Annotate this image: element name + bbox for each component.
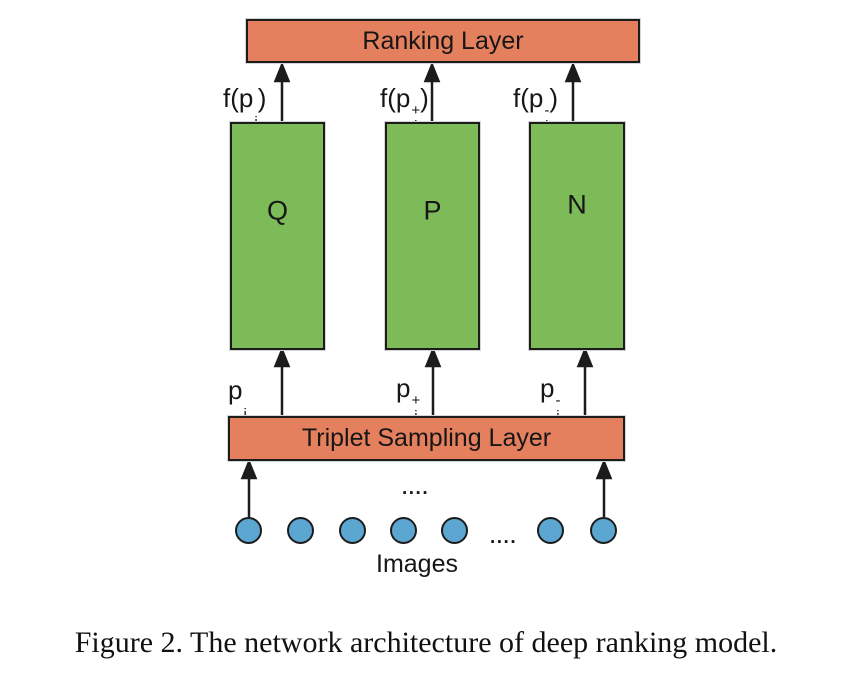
network-box-q: Q bbox=[230, 122, 325, 350]
label-f-pi-plus: f(p+i) bbox=[380, 83, 429, 134]
arrow-image-left-to-sampling bbox=[240, 458, 258, 517]
ellipsis-bottom: .... bbox=[490, 527, 518, 548]
network-box-n: N bbox=[529, 122, 625, 350]
figure-caption: Figure 2. The network architecture of de… bbox=[74, 626, 778, 659]
label-f-pi-minus: f(p-i) bbox=[513, 83, 559, 134]
image-node bbox=[287, 517, 314, 544]
image-node bbox=[537, 517, 564, 544]
image-node bbox=[235, 517, 262, 544]
network-label-q: Q bbox=[266, 195, 289, 226]
ellipsis-top: .... bbox=[402, 478, 430, 499]
network-box-p: P bbox=[385, 122, 480, 350]
arrow-q-to-ranking bbox=[273, 61, 291, 123]
arrow-sampling-to-n bbox=[576, 346, 594, 416]
network-label-p: P bbox=[423, 195, 442, 226]
triplet-sampling-layer-label: Triplet Sampling Layer bbox=[301, 424, 552, 452]
image-node bbox=[590, 517, 617, 544]
arrow-n-to-ranking bbox=[564, 61, 582, 123]
arrow-image-right-to-sampling bbox=[595, 458, 613, 517]
image-node bbox=[339, 517, 366, 544]
network-label-n: N bbox=[567, 189, 587, 220]
ranking-layer-box: Ranking Layer bbox=[246, 19, 640, 63]
triplet-sampling-layer-box: Triplet Sampling Layer bbox=[228, 416, 625, 461]
image-node bbox=[390, 517, 417, 544]
arrow-sampling-to-p bbox=[424, 346, 442, 416]
images-label: Images bbox=[376, 550, 458, 578]
label-f-pi: f(pi) bbox=[223, 83, 267, 130]
ranking-layer-label: Ranking Layer bbox=[362, 26, 524, 55]
image-node bbox=[441, 517, 468, 544]
arrow-sampling-to-q bbox=[273, 346, 291, 416]
